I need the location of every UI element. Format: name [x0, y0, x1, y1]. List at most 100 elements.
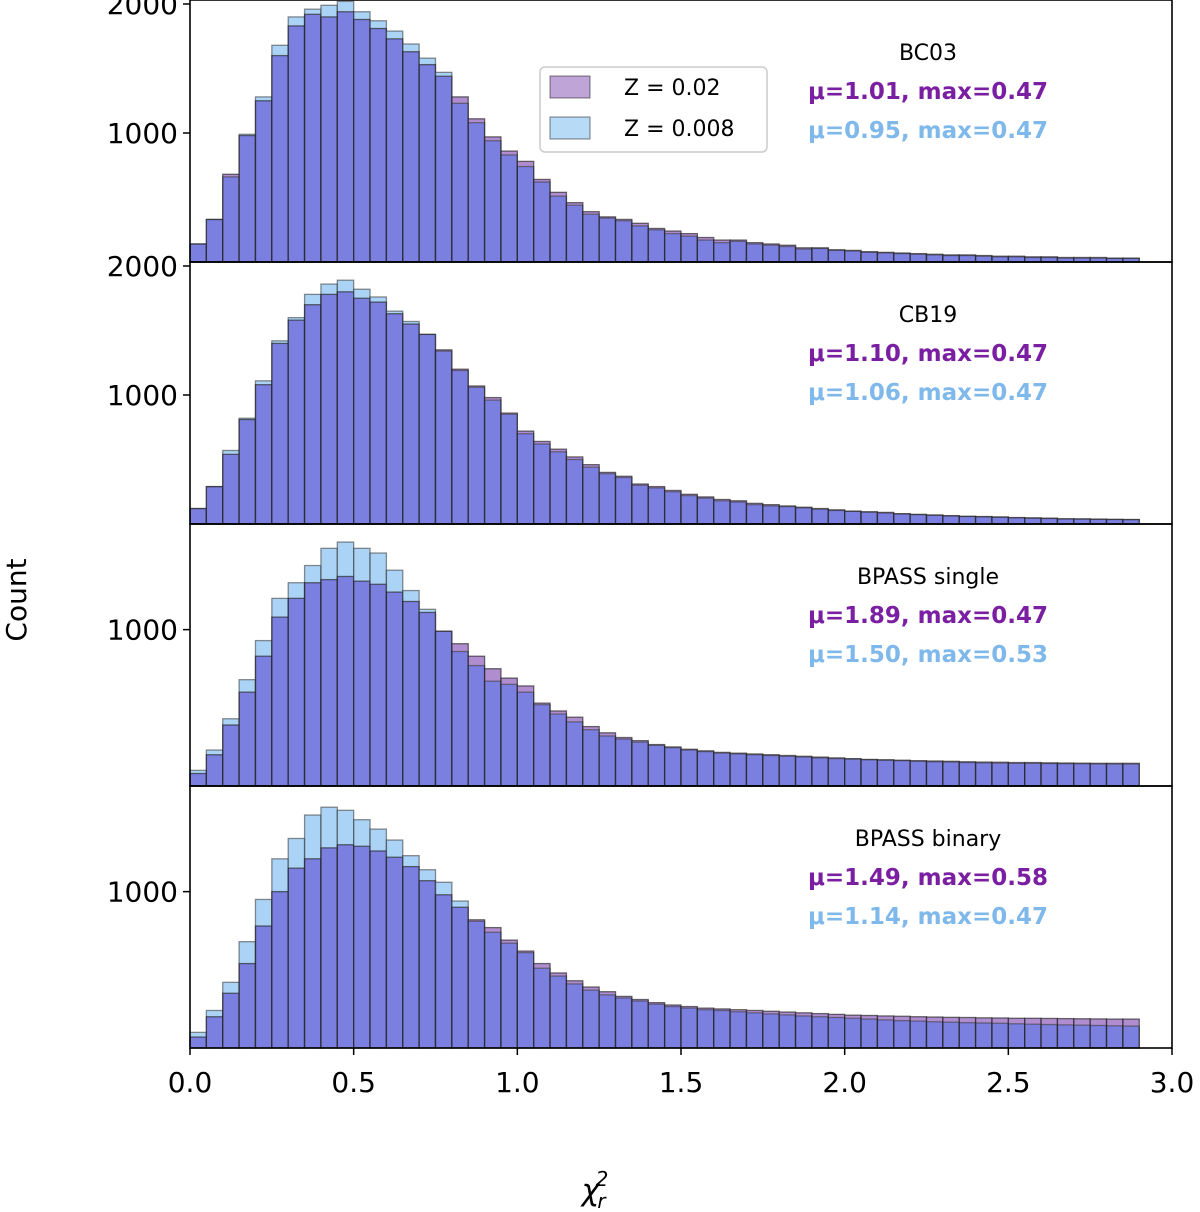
- bar-overlap: [288, 320, 305, 524]
- x-axis: 0.0 0.5 1.0 1.5 2.0 2.5 3.0: [168, 1066, 1195, 1099]
- bar-overlap: [910, 761, 927, 786]
- bar-overlap: [239, 963, 256, 1048]
- bar-excess-z002: [582, 211, 600, 215]
- bar-excess-z0008: [190, 770, 207, 774]
- stats-z0008: μ=1.14, max=0.47: [808, 904, 1048, 930]
- bar-excess-z0008: [255, 640, 272, 657]
- bar-overlap: [484, 140, 501, 262]
- bar-excess-z002: [500, 678, 518, 685]
- bar-overlap: [304, 582, 321, 786]
- bar-overlap: [1024, 763, 1042, 786]
- bar-overlap: [370, 28, 387, 263]
- x-tick-label: 1.0: [495, 1066, 540, 1099]
- bar-excess-z0008: [320, 548, 338, 580]
- bar-excess-z0008: [320, 807, 338, 848]
- bar-overlap: [991, 256, 1009, 262]
- bar-excess-z0008: [304, 815, 321, 859]
- bar-overlap: [566, 983, 583, 1048]
- bar-excess-z0008: [370, 20, 387, 29]
- bar-overlap: [861, 252, 878, 262]
- bar-excess-z0008: [271, 598, 289, 618]
- bar-overlap: [239, 135, 256, 262]
- legend-swatch-z002: [549, 75, 591, 99]
- bar-overlap: [942, 1022, 960, 1048]
- bar-overlap: [959, 1022, 976, 1048]
- bar-excess-z002: [615, 996, 632, 998]
- bar-excess-z002: [1073, 1018, 1091, 1026]
- bar-excess-z002: [730, 1009, 747, 1012]
- bar-overlap: [681, 495, 698, 524]
- bar-excess-z002: [599, 991, 616, 995]
- bar-excess-z002: [1008, 1018, 1025, 1024]
- bar-overlap: [222, 454, 240, 524]
- panel-title: BPASS single: [857, 565, 999, 590]
- bar-overlap: [631, 225, 649, 262]
- bar-excess-z002: [566, 456, 583, 460]
- bar-overlap: [697, 751, 714, 786]
- bar-overlap: [648, 487, 665, 524]
- bar-overlap: [811, 248, 829, 262]
- bar-overlap: [779, 1014, 796, 1048]
- bar-overlap: [1090, 519, 1107, 524]
- bar-excess-z002: [582, 464, 600, 468]
- bar-overlap: [877, 1019, 894, 1048]
- bar-overlap: [419, 64, 436, 262]
- bar-excess-z002: [681, 1006, 698, 1009]
- bar-overlap: [500, 943, 518, 1048]
- bar-excess-z002: [451, 643, 469, 652]
- bar-overlap: [566, 205, 583, 262]
- bar-excess-z002: [484, 136, 501, 141]
- bar-overlap: [664, 491, 681, 524]
- bar-excess-z002: [795, 1012, 812, 1016]
- bar-excess-z0008: [402, 43, 420, 52]
- panel-bpass-binary: 1000 BPASS binary μ=1.49, max=0.58 μ=1.14, …: [107, 785, 1173, 1055]
- legend: Z = 0.02 Z = 0.008: [539, 66, 768, 153]
- bar-overlap: [517, 166, 534, 262]
- bar-excess-z002: [582, 726, 600, 730]
- bar-overlap: [353, 846, 371, 1048]
- bar-overlap: [926, 1021, 943, 1048]
- bar-overlap: [1122, 258, 1140, 262]
- bar-overlap: [1008, 256, 1025, 262]
- bar-overlap: [484, 932, 501, 1048]
- bar-excess-z002: [746, 1010, 763, 1013]
- bar-overlap: [926, 254, 943, 262]
- bar-excess-z0008: [222, 450, 240, 455]
- bar-excess-z002: [1041, 1018, 1058, 1025]
- bar-excess-z002: [942, 1017, 960, 1023]
- bar-overlap: [828, 510, 845, 524]
- bar-excess-z0008: [370, 553, 387, 585]
- y-tick-label: 2000: [107, 0, 178, 21]
- bar-overlap: [975, 1022, 992, 1048]
- y-tick-label: 2000: [107, 250, 178, 283]
- bar-overlap: [1106, 258, 1123, 262]
- bar-excess-z002: [533, 703, 551, 705]
- bar-overlap: [353, 19, 371, 263]
- bar-overlap: [746, 243, 763, 262]
- bar-excess-z002: [484, 668, 501, 682]
- bar-excess-z0008: [386, 570, 403, 593]
- bar-overlap: [468, 387, 485, 524]
- bar-overlap: [844, 759, 862, 786]
- bar-overlap: [1008, 517, 1025, 524]
- bar-overlap: [664, 1006, 681, 1048]
- bar-overlap: [811, 757, 829, 786]
- bar-overlap: [386, 313, 403, 524]
- bar-overlap: [402, 866, 420, 1048]
- bar-overlap: [206, 754, 223, 786]
- bar-excess-z002: [910, 1016, 927, 1022]
- bar-overlap: [861, 759, 878, 786]
- bar-overlap: [959, 255, 976, 262]
- bar-excess-z002: [681, 233, 698, 237]
- bar-overlap: [222, 993, 240, 1048]
- bar-overlap: [239, 419, 256, 524]
- bar-overlap: [337, 844, 354, 1048]
- bar-overlap: [1057, 518, 1074, 524]
- x-tick-label: 1.5: [659, 1066, 704, 1099]
- bar-overlap: [435, 894, 452, 1048]
- bar-excess-z002: [926, 1017, 943, 1022]
- bar-overlap: [631, 485, 649, 524]
- bar-excess-z0008: [255, 96, 272, 101]
- bar-excess-z002: [468, 656, 485, 666]
